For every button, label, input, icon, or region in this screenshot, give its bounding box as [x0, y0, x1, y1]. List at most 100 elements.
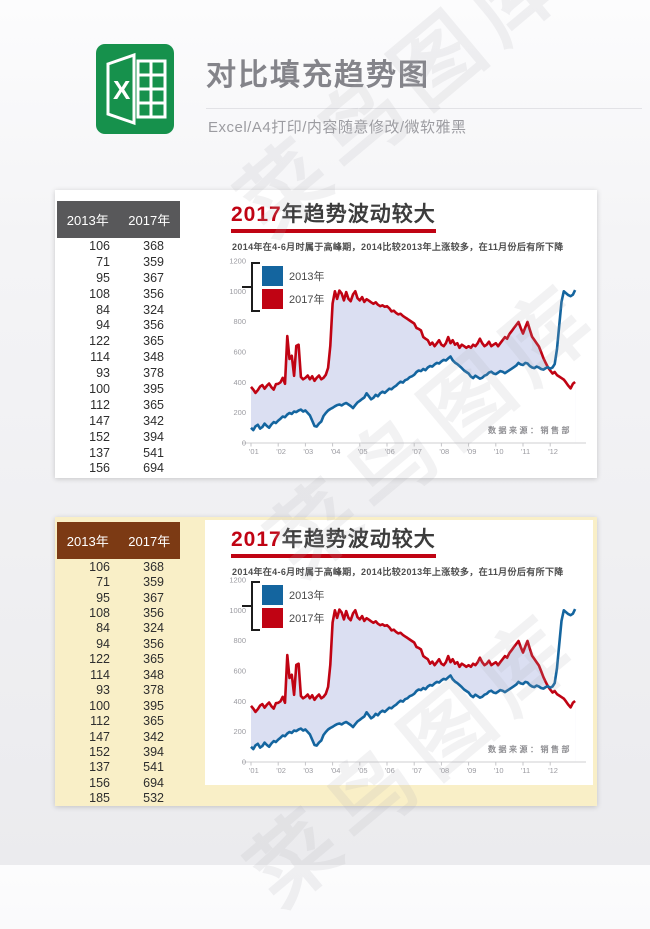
cell-2017: 365: [143, 397, 164, 412]
cell-2013: 94: [96, 318, 110, 333]
legend-item-2013: 2013年: [262, 265, 325, 286]
table-row: 95 367: [57, 270, 180, 286]
svg-text:'02: '02: [276, 766, 286, 775]
legend-dash: [242, 605, 251, 607]
svg-text:1200: 1200: [229, 257, 246, 266]
cell-2013: 147: [89, 413, 110, 428]
legend-label: 2017年: [289, 612, 325, 625]
svg-text:800: 800: [233, 636, 246, 645]
cell-2017: 342: [143, 413, 164, 428]
svg-text:0: 0: [242, 758, 246, 767]
svg-text:'05: '05: [358, 766, 368, 775]
table-row: 122 365: [57, 652, 180, 667]
legend-dash: [242, 286, 251, 288]
chart-area: 2017年趋势波动较大 2014年在4-6月时属于高峰期，2014比较2013年…: [205, 520, 593, 785]
cell-2017: 541: [143, 760, 164, 775]
cell-2013: 114: [90, 350, 110, 365]
svg-text:'01: '01: [249, 766, 259, 775]
page-subtitle: Excel/A4打印/内容随意修改/微软雅黑: [208, 119, 467, 136]
legend-swatch-red: [262, 288, 283, 309]
cell-2013: 185: [89, 791, 110, 806]
svg-text:1200: 1200: [229, 576, 246, 585]
cell-2013: 122: [89, 334, 110, 349]
chart-subtitle: 2014年在4-6月时属于高峰期，2014比较2013年上涨较多，在11月份后有…: [232, 567, 564, 577]
legend-label: 2013年: [289, 589, 325, 602]
table-header-2017: 2017年: [128, 534, 171, 549]
cell-2013: 84: [96, 621, 110, 636]
svg-text:'12: '12: [548, 766, 558, 775]
table-row: 122 365: [57, 333, 180, 349]
chart-panel-beige: 2013年 2017年 106 368 71 359 95 367 108 356 84 324 9…: [55, 517, 597, 806]
svg-text:200: 200: [233, 408, 246, 417]
svg-text:'07: '07: [412, 766, 422, 775]
chart-legend: 2013年 2017年: [242, 262, 324, 312]
header-divider: [206, 108, 642, 109]
cell-2013: 137: [89, 445, 110, 460]
cell-2013: 71: [96, 575, 110, 590]
chart-subtitle: 2014年在4-6月时属于高峰期，2014比较2013年上涨较多，在11月份后有…: [232, 242, 564, 252]
svg-text:'06: '06: [385, 447, 395, 456]
legend-label: 2013年: [289, 270, 325, 283]
legend-item-2013: 2013年: [262, 584, 325, 605]
chart-title-rest: 年趋势波动较大: [281, 203, 436, 226]
svg-text:'08: '08: [439, 766, 449, 775]
svg-text:600: 600: [233, 667, 246, 676]
svg-text:600: 600: [233, 348, 246, 357]
excel-icon: X: [96, 44, 174, 134]
table-row: 114 348: [57, 349, 180, 365]
table-row: 112 365: [57, 397, 180, 413]
cell-2017: 348: [143, 350, 164, 365]
cell-2013: 95: [96, 590, 110, 605]
table-row: 137 541: [57, 760, 180, 775]
svg-text:'09: '09: [467, 766, 477, 775]
plot-container: 2013年 2017年 '01 '02 '03 '04 '05 '06 '07 '08 '09 '…: [218, 256, 590, 458]
table-body: 106 368 71 359 95 367 108 356 84 324 94 356 122 365 11…: [57, 559, 180, 806]
legend-label: 2017年: [289, 293, 325, 306]
cell-2017: 365: [143, 652, 164, 667]
cell-2017: 395: [143, 381, 164, 396]
cell-2013: 100: [89, 698, 110, 713]
cell-2017: 359: [143, 254, 164, 269]
page-title: 对比填充趋势图: [206, 59, 430, 92]
table-header-row: 2013年 2017年: [57, 201, 180, 238]
page-header: X 对比填充趋势图 Excel/A4打印/内容随意修改/微软雅黑: [0, 0, 650, 160]
table-row: 185 532: [57, 791, 180, 806]
cell-2013: 100: [89, 381, 110, 396]
cell-2013: 95: [96, 270, 110, 285]
legend-bracket-icon: [251, 581, 260, 631]
svg-text:数据来源：销售部: 数据来源：销售部: [488, 744, 572, 754]
legend-swatch-blue: [262, 584, 283, 605]
cell-2017: 367: [143, 270, 164, 285]
table-row: 106 368: [57, 238, 180, 254]
table-row: 93 378: [57, 365, 180, 381]
svg-text:'08: '08: [439, 447, 449, 456]
table-row: 71 359: [57, 574, 180, 589]
legend-item-2017: 2017年: [262, 607, 325, 628]
svg-text:'09: '09: [467, 447, 477, 456]
cell-2017: 356: [143, 636, 164, 651]
cell-2013: 84: [96, 302, 110, 317]
cell-2013: 94: [96, 636, 110, 651]
svg-text:1000: 1000: [229, 287, 246, 296]
chart-title-year: 2017: [231, 528, 282, 551]
table-row: 94 356: [57, 636, 180, 651]
table-row: 100 395: [57, 381, 180, 397]
cell-2017: 324: [143, 302, 164, 317]
table-row: 108 356: [57, 605, 180, 620]
chart-panel-white: 2013年 2017年 106 368 71 359 95 367 108 356 84 324 9…: [55, 190, 597, 478]
table-body: 106 368 71 359 95 367 108 356 84 324 94 356 122 365 11…: [57, 238, 180, 476]
svg-text:'03: '03: [303, 766, 313, 775]
table-header-row: 2013年 2017年: [57, 522, 180, 559]
cell-2013: 147: [89, 729, 110, 744]
svg-text:'12: '12: [548, 447, 558, 456]
cell-2017: 324: [143, 621, 164, 636]
table-row: 84 324: [57, 621, 180, 636]
cell-2013: 106: [89, 559, 110, 574]
svg-text:1000: 1000: [229, 606, 246, 615]
cell-2017: 395: [143, 698, 164, 713]
cell-2017: 365: [143, 714, 164, 729]
table-row: 156 694: [57, 460, 180, 476]
svg-text:'04: '04: [331, 766, 341, 775]
chart-area: 2017年趋势波动较大 2014年在4-6月时属于高峰期，2014比较2013年…: [205, 190, 593, 478]
table-row: 71 359: [57, 254, 180, 270]
